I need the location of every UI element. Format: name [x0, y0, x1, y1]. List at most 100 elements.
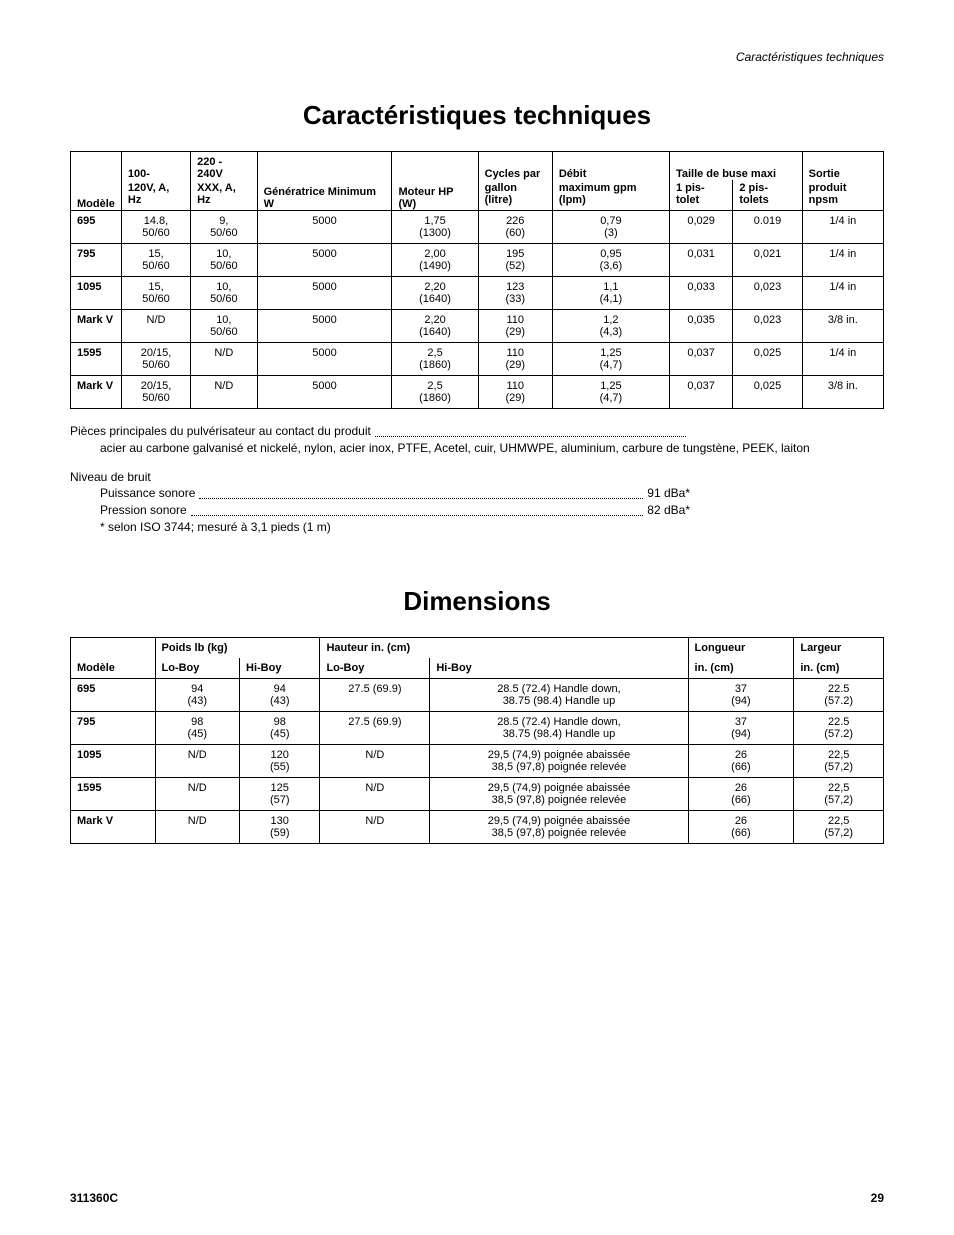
cell-long: 26 (66) [688, 810, 794, 843]
cell-lp: N/D [155, 744, 239, 777]
cell-gen: 5000 [257, 376, 392, 409]
noise-power-label: Puissance sonore [100, 485, 195, 502]
cell-hp: 125 (57) [240, 777, 320, 810]
dim-col-hiboy-h: Hi-Boy [430, 658, 688, 679]
cell-long: 37 (94) [688, 711, 794, 744]
cell-hh: 29,5 (74,9) poignée abaissée 38,5 (97,8)… [430, 810, 688, 843]
cell-larg: 22,5 (57,2) [794, 777, 884, 810]
cell-model: 795 [71, 244, 122, 277]
col-cycles: gallon (litre) [478, 180, 552, 211]
dim-col-largeur: in. (cm) [794, 658, 884, 679]
cell-sortie: 1/4 in [802, 244, 883, 277]
cell-gen: 5000 [257, 343, 392, 376]
noise-title: Niveau de bruit [70, 469, 884, 486]
cell-p2: 0,023 [733, 277, 802, 310]
cell-sortie: 3/8 in. [802, 310, 883, 343]
title-dimensions: Dimensions [70, 586, 884, 617]
noise-pressure-row: Pression sonore 82 dBa* [70, 502, 690, 519]
cell-larg: 22,5 (57,2) [794, 810, 884, 843]
table-row: 69514.8, 50/609, 50/6050001,75 (1300)226… [71, 211, 884, 244]
cell-lh: 27.5 (69.9) [320, 711, 430, 744]
cell-v100: 14.8, 50/60 [121, 211, 190, 244]
spec-header-group: Modèle 100- 220 - 240V Génératrice Minim… [71, 152, 884, 181]
cell-v220: N/D [191, 376, 257, 409]
cell-p2: 0,025 [733, 376, 802, 409]
table-row: Mark V20/15, 50/60N/D50002,5 (1860)110 (… [71, 376, 884, 409]
cell-hp: 94 (43) [240, 678, 320, 711]
cell-hp: 98 (45) [240, 711, 320, 744]
cell-v100: 20/15, 50/60 [121, 343, 190, 376]
cell-long: 26 (66) [688, 744, 794, 777]
title-spec: Caractéristiques techniques [70, 100, 884, 131]
cell-p1: 0,029 [669, 211, 732, 244]
table-row: Mark VN/D130 (59)N/D29,5 (74,9) poignée … [71, 810, 884, 843]
table-row: 79515, 50/6010, 50/6050002,00 (1490)195 … [71, 244, 884, 277]
col-modele: Modèle [71, 152, 122, 211]
cell-lp: 98 (45) [155, 711, 239, 744]
materials-row: Pièces principales du pulvérisateur au c… [70, 423, 690, 440]
dots-fill [191, 502, 644, 516]
cell-p1: 0,031 [669, 244, 732, 277]
notes-block: Pièces principales du pulvérisateur au c… [70, 423, 884, 536]
page-footer: 311360C 29 [70, 1191, 884, 1205]
col-220v-group: 220 - 240V [191, 152, 257, 181]
dim-col-longueur-group: Longueur [688, 637, 794, 658]
dimensions-table: Modèle Poids lb (kg) Hauteur in. (cm) Lo… [70, 637, 884, 844]
col-sortie: produit npsm [802, 180, 883, 211]
cell-p1: 0,033 [669, 277, 732, 310]
dim-col-longueur: in. (cm) [688, 658, 794, 679]
cell-moteur: 2,20 (1640) [392, 310, 478, 343]
cell-cycles: 110 (29) [478, 343, 552, 376]
col-sortie-group: Sortie [802, 152, 883, 181]
table-row: 1595N/D125 (57)N/D29,5 (74,9) poignée ab… [71, 777, 884, 810]
col-gen: Génératrice Minimum W [257, 152, 392, 211]
col-p2: 2 pis-tolets [733, 180, 802, 211]
cell-lh: N/D [320, 744, 430, 777]
cell-long: 26 (66) [688, 777, 794, 810]
iso-note: * selon ISO 3744; mesuré à 3,1 pieds (1 … [70, 519, 884, 536]
cell-v100: 20/15, 50/60 [121, 376, 190, 409]
col-debit-group: Débit [552, 152, 669, 181]
cell-lh: 27.5 (69.9) [320, 678, 430, 711]
cell-gen: 5000 [257, 211, 392, 244]
cell-long: 37 (94) [688, 678, 794, 711]
cell-lh: N/D [320, 777, 430, 810]
materials-label: Pièces principales du pulvérisateur au c… [70, 423, 371, 440]
dots-fill [375, 423, 686, 437]
cell-p2: 0.019 [733, 211, 802, 244]
cell-v220: 9, 50/60 [191, 211, 257, 244]
cell-v220: 10, 50/60 [191, 244, 257, 277]
table-row: 1095N/D120 (55)N/D29,5 (74,9) poignée ab… [71, 744, 884, 777]
cell-moteur: 2,20 (1640) [392, 277, 478, 310]
cell-moteur: 1,75 (1300) [392, 211, 478, 244]
dots-fill [199, 485, 643, 499]
cell-v220: 10, 50/60 [191, 310, 257, 343]
cell-p1: 0,035 [669, 310, 732, 343]
cell-sortie: 1/4 in [802, 277, 883, 310]
dim-col-hiboy-p: Hi-Boy [240, 658, 320, 679]
cell-model: 1095 [71, 744, 156, 777]
cell-cycles: 110 (29) [478, 310, 552, 343]
cell-debit: 1,25 (4,7) [552, 376, 669, 409]
col-cycles-group: Cycles par [478, 152, 552, 181]
col-p1: 1 pis-tolet [669, 180, 732, 211]
noise-power-row: Puissance sonore 91 dBa* [70, 485, 690, 502]
dim-header-sub: Lo-Boy Hi-Boy Lo-Boy Hi-Boy in. (cm) in.… [71, 658, 884, 679]
table-row: 79598 (45)98 (45)27.5 (69.9)28.5 (72.4) … [71, 711, 884, 744]
cell-model: 1095 [71, 277, 122, 310]
cell-p1: 0,037 [669, 343, 732, 376]
cell-lh: N/D [320, 810, 430, 843]
table-row: 109515, 50/6010, 50/6050002,20 (1640)123… [71, 277, 884, 310]
page: Caractéristiques techniques Caractéristi… [0, 0, 954, 1235]
cell-hh: 29,5 (74,9) poignée abaissée 38,5 (97,8)… [430, 744, 688, 777]
cell-hp: 120 (55) [240, 744, 320, 777]
col-100v: 120V, A, Hz [121, 180, 190, 211]
cell-hh: 28.5 (72.4) Handle down, 38.75 (98.4) Ha… [430, 711, 688, 744]
cell-model: 795 [71, 711, 156, 744]
cell-cycles: 123 (33) [478, 277, 552, 310]
cell-debit: 0,95 (3,6) [552, 244, 669, 277]
cell-v220: 10, 50/60 [191, 277, 257, 310]
cell-debit: 1,25 (4,7) [552, 343, 669, 376]
spec-table: Modèle 100- 220 - 240V Génératrice Minim… [70, 151, 884, 409]
cell-sortie: 1/4 in [802, 211, 883, 244]
